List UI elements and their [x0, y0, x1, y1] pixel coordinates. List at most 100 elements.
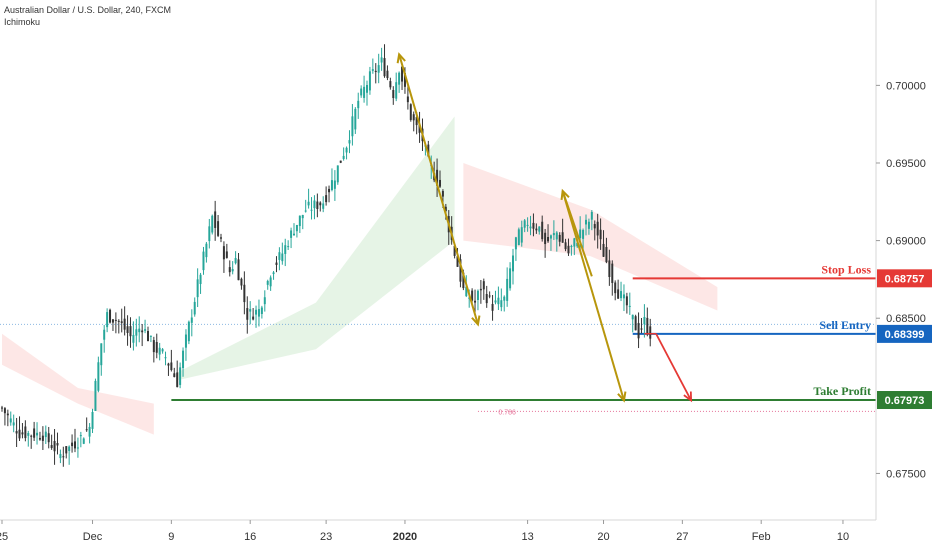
candle-body	[1, 407, 3, 409]
candle-body	[582, 229, 585, 239]
candle-body	[523, 220, 526, 228]
candle-body	[319, 202, 322, 206]
candle-body	[549, 235, 552, 239]
kumo-bearish	[2, 333, 154, 435]
candle-body	[199, 274, 202, 285]
candle-body	[336, 165, 339, 183]
fib-label: 0.786	[498, 409, 516, 416]
candle-body	[614, 282, 617, 294]
swing-arrow-2	[561, 190, 625, 401]
candle-body	[44, 431, 47, 438]
candle-body	[161, 349, 164, 352]
swing-arrow-0-head	[471, 315, 481, 327]
candle-body	[488, 295, 491, 297]
take-profit-price-value: 0.67973	[885, 395, 925, 407]
candle-body	[398, 72, 401, 85]
candle-body	[141, 330, 144, 333]
candle-body	[380, 57, 383, 63]
candle-body	[617, 289, 620, 299]
candle-body	[260, 307, 263, 315]
candle-body	[500, 300, 503, 308]
candle-body	[144, 329, 147, 331]
candle-body	[100, 343, 103, 366]
y-tick-label: 0.70000	[886, 80, 926, 92]
candle-body	[205, 243, 208, 258]
candle-body	[348, 140, 351, 144]
candle-body	[459, 259, 462, 282]
candle-body	[170, 362, 173, 371]
candle-body	[114, 319, 117, 321]
candle-body	[474, 300, 477, 303]
candle-body	[193, 301, 196, 315]
sell-entry-label: Sell Entry	[819, 318, 871, 332]
candle-body	[401, 66, 404, 82]
candle-body	[415, 117, 418, 126]
candle-body	[587, 221, 590, 229]
candle-body	[36, 432, 39, 436]
candle-body	[3, 408, 6, 414]
candle-body	[249, 309, 252, 312]
candle-body	[255, 309, 258, 315]
candle-body	[479, 288, 482, 291]
candle-body	[462, 272, 465, 289]
candle-body	[71, 442, 74, 447]
candle-body	[179, 367, 182, 385]
candle-body	[220, 237, 222, 239]
candle-body	[570, 245, 573, 247]
price-axis[interactable]: 0.70000 0.69500 0.69000 0.68500 0.67500	[876, 80, 926, 480]
candle-body	[590, 211, 593, 220]
candle-body	[138, 328, 141, 333]
x-tick-label: 27	[676, 531, 688, 543]
candle-body	[403, 72, 406, 87]
candle-body	[544, 232, 547, 245]
candle-body	[371, 69, 374, 71]
candle-body	[252, 316, 255, 320]
candle-body	[111, 319, 114, 323]
candle-body	[147, 331, 149, 342]
candle-body	[468, 297, 471, 299]
candle-body	[366, 84, 368, 93]
candle-body	[237, 259, 240, 281]
projection-arrow	[655, 333, 692, 401]
candle-body	[208, 226, 211, 242]
price-candles	[1, 44, 652, 467]
candle-body	[558, 234, 561, 242]
candle-body	[217, 221, 220, 236]
candle-body	[222, 246, 225, 260]
candle-body	[68, 446, 71, 451]
candle-body	[132, 334, 135, 343]
x-tick-label: 9	[168, 531, 174, 543]
x-tick-label: 13	[521, 531, 533, 543]
x-tick-label: 20	[597, 531, 609, 543]
candle-body	[552, 233, 555, 236]
x-tick-label: 2020	[393, 531, 417, 543]
candle-body	[109, 309, 112, 323]
candle-body	[38, 438, 41, 440]
candle-body	[576, 242, 579, 247]
candle-body	[506, 278, 509, 301]
candle-body	[15, 431, 18, 434]
candle-body	[512, 255, 514, 272]
y-tick-label: 0.67500	[886, 468, 926, 480]
candle-body	[444, 206, 447, 212]
candle-body	[360, 88, 363, 96]
candle-body	[21, 432, 24, 435]
candle-body	[526, 224, 529, 226]
indicator-name[interactable]: Ichimoku	[4, 17, 41, 27]
candle-body	[196, 279, 199, 298]
time-axis[interactable]: 25 Dec 9 16 23 2020 13 20 27 Feb 10	[0, 520, 849, 543]
candle-body	[56, 443, 59, 446]
candle-body	[129, 326, 132, 337]
candle-body	[50, 445, 53, 449]
candle-body	[103, 329, 106, 340]
candle-body	[47, 433, 50, 443]
candle-body	[482, 281, 485, 290]
candle-body	[532, 222, 535, 229]
candle-body	[406, 96, 409, 103]
candle-body	[82, 438, 85, 444]
candle-body	[330, 180, 333, 191]
candle-body	[287, 246, 290, 248]
candle-body	[611, 263, 614, 283]
candle-body	[564, 242, 567, 250]
